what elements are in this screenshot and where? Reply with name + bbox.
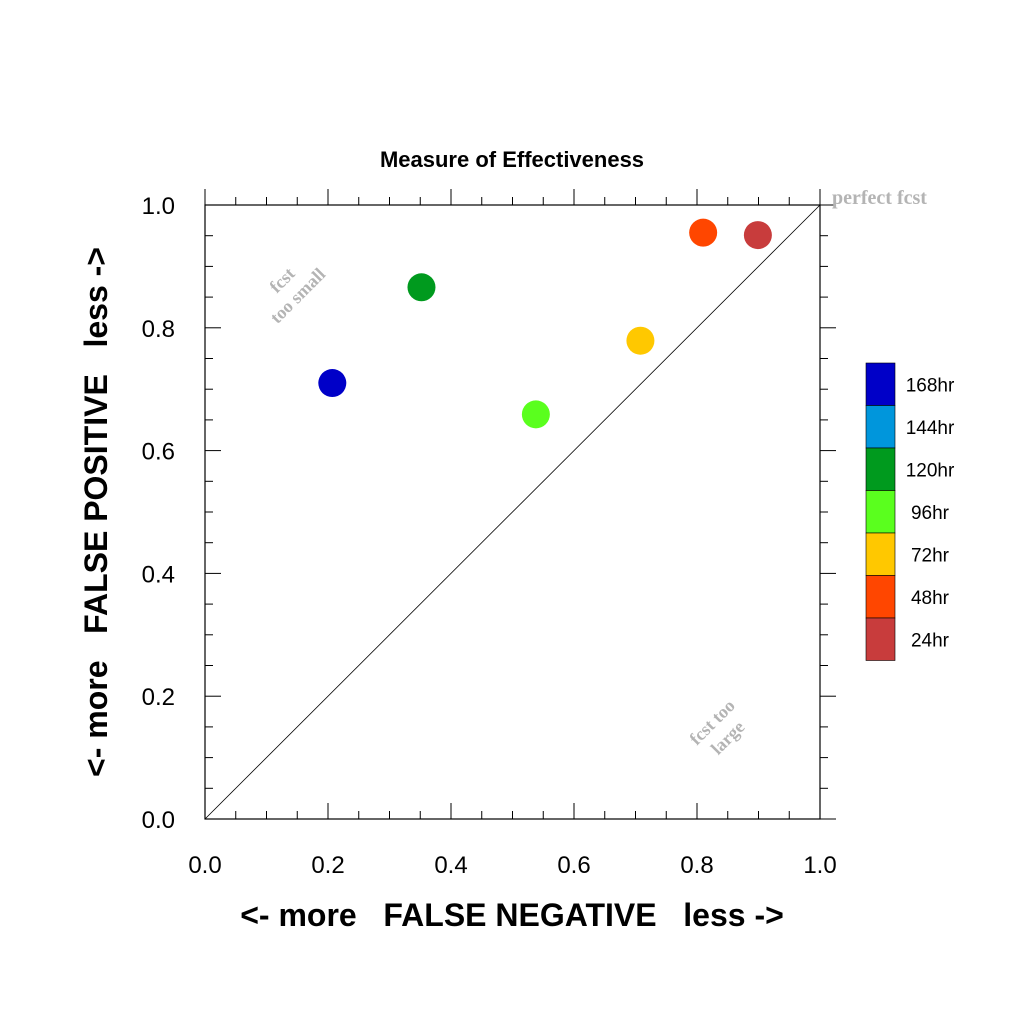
legend-swatch-96hr bbox=[865, 490, 896, 534]
legend-swatch-120hr bbox=[865, 447, 896, 491]
y-tick-label: 0.4 bbox=[142, 561, 175, 588]
y-tick-label: 1.0 bbox=[142, 193, 175, 220]
y-axis-label: <- more FALSE POSITIVE less -> bbox=[78, 247, 114, 777]
legend-label-96hr: 96hr bbox=[911, 503, 950, 524]
legend: 168hr 144hr 120hr 96hr 72hr 48hr 24hr bbox=[865, 362, 955, 661]
y-tick-label: 0.2 bbox=[142, 684, 175, 711]
x-tick-label: 0.2 bbox=[311, 852, 344, 879]
x-tick-labels: 0.0 0.2 0.4 0.6 0.8 1.0 bbox=[188, 852, 836, 879]
y-tick-labels: 0.0 0.2 0.4 0.6 0.8 1.0 bbox=[142, 193, 175, 834]
data-points bbox=[318, 218, 772, 429]
x-tick-label: 1.0 bbox=[803, 852, 836, 879]
legend-swatch-144hr bbox=[865, 405, 896, 449]
point-96hr bbox=[521, 400, 550, 429]
x-tick-label: 0.4 bbox=[434, 852, 467, 879]
y-tick-label: 0.0 bbox=[142, 807, 175, 834]
annotation-perfect-fcst: perfect fcst bbox=[832, 187, 927, 209]
x-axis-label: <- more FALSE NEGATIVE less -> bbox=[240, 897, 784, 933]
x-tick-label: 0.0 bbox=[188, 852, 221, 879]
x-tick-label: 0.6 bbox=[557, 852, 590, 879]
y-tick-label: 0.8 bbox=[142, 316, 175, 343]
legend-swatch-72hr bbox=[865, 532, 896, 576]
legend-label-48hr: 48hr bbox=[911, 588, 950, 609]
point-120hr bbox=[407, 273, 436, 302]
annotation-too-small: fcst too small bbox=[265, 263, 329, 327]
point-48hr bbox=[689, 218, 718, 247]
legend-swatch-48hr bbox=[865, 575, 896, 619]
x-tick-label: 0.8 bbox=[680, 852, 713, 879]
point-72hr bbox=[626, 326, 655, 355]
point-24hr bbox=[743, 221, 772, 250]
perfect-forecast-diagonal bbox=[204, 204, 821, 820]
y-tick-label: 0.6 bbox=[142, 439, 175, 466]
legend-label-72hr: 72hr bbox=[911, 545, 950, 566]
legend-label-120hr: 120hr bbox=[906, 460, 955, 481]
legend-label-168hr: 168hr bbox=[906, 375, 955, 396]
point-168hr bbox=[318, 369, 347, 398]
axis-ticks bbox=[204, 189, 836, 820]
chart-title: Measure of Effectiveness bbox=[380, 147, 644, 172]
legend-label-24hr: 24hr bbox=[911, 630, 950, 651]
legend-swatch-168hr bbox=[865, 362, 896, 406]
annotation-too-large: fcst too large bbox=[685, 695, 748, 758]
legend-swatch-24hr bbox=[865, 617, 896, 661]
legend-label-144hr: 144hr bbox=[906, 418, 955, 439]
